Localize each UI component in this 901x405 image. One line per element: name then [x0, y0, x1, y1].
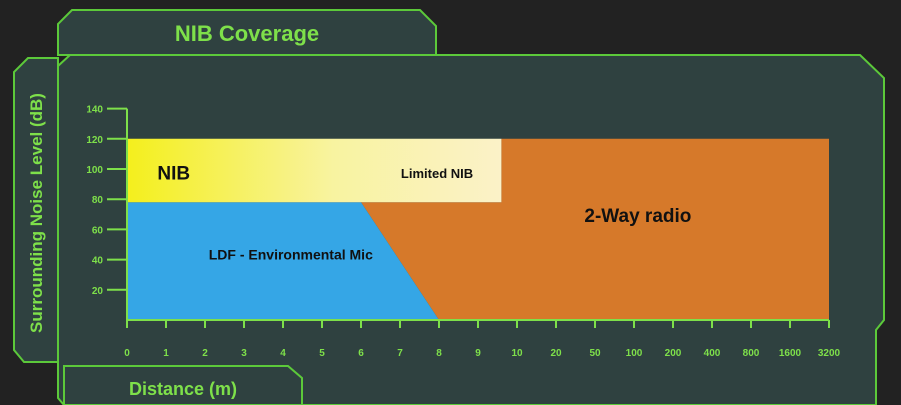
chart-title: NIB Coverage [175, 21, 319, 46]
y-tick-label: 120 [86, 135, 103, 146]
x-tick-label: 1600 [779, 348, 802, 359]
x-tick-label: 3 [241, 348, 247, 359]
x-tick-label: 800 [743, 348, 760, 359]
x-tick-label: 6 [358, 348, 364, 359]
y-tick-label: 20 [92, 286, 104, 297]
label-nib: NIB [157, 164, 190, 185]
y-tick-label: 60 [92, 225, 104, 236]
label-limited-nib: Limited NIB [401, 166, 473, 181]
label-2-way-radio: 2-Way radio [584, 206, 691, 227]
x-tick-label: 8 [436, 348, 442, 359]
region-ldf [127, 202, 439, 320]
x-tick-label: 0 [124, 348, 130, 359]
region-labels: NIB Limited NIB LDF - Environmental Mic 2-W… [157, 164, 691, 263]
y-axis-tab [13, 57, 59, 363]
y-tick-label: 100 [86, 165, 103, 176]
x-tick-label: 5 [319, 348, 325, 359]
x-axis-title: Distance (m) [129, 379, 237, 399]
x-tick-label: 100 [626, 348, 643, 359]
x-tick-label: 7 [397, 348, 403, 359]
x-axis: 0 1 2 3 4 5 6 7 8 9 10 20 50 100 200 400 800 1600 3200 [124, 320, 841, 359]
title-tab [57, 9, 437, 56]
y-tick-label: 40 [92, 256, 104, 267]
x-tick-label: 50 [589, 348, 601, 359]
x-tick-label: 400 [704, 348, 721, 359]
x-tick-label: 200 [665, 348, 682, 359]
plot-area [126, 108, 829, 321]
y-axis: 20 40 60 80 100 120 140 [86, 105, 127, 297]
y-axis-title: Surrounding Noise Level (dB) [27, 93, 46, 333]
x-tick-label: 4 [280, 348, 286, 359]
y-tick-label: 140 [86, 105, 103, 116]
x-tick-label: 1 [163, 348, 169, 359]
x-tick-label: 3200 [818, 348, 841, 359]
region-nib [127, 138, 502, 203]
x-tick-label: 10 [511, 348, 523, 359]
x-tick-label: 2 [202, 348, 208, 359]
x-tick-label: 9 [475, 348, 481, 359]
x-tick-label: 20 [550, 348, 562, 359]
label-ldf: LDF - Environmental Mic [209, 247, 373, 263]
y-tick-label: 80 [92, 195, 104, 206]
x-axis-tab [63, 365, 303, 405]
region-2-way-radio [361, 138, 829, 320]
